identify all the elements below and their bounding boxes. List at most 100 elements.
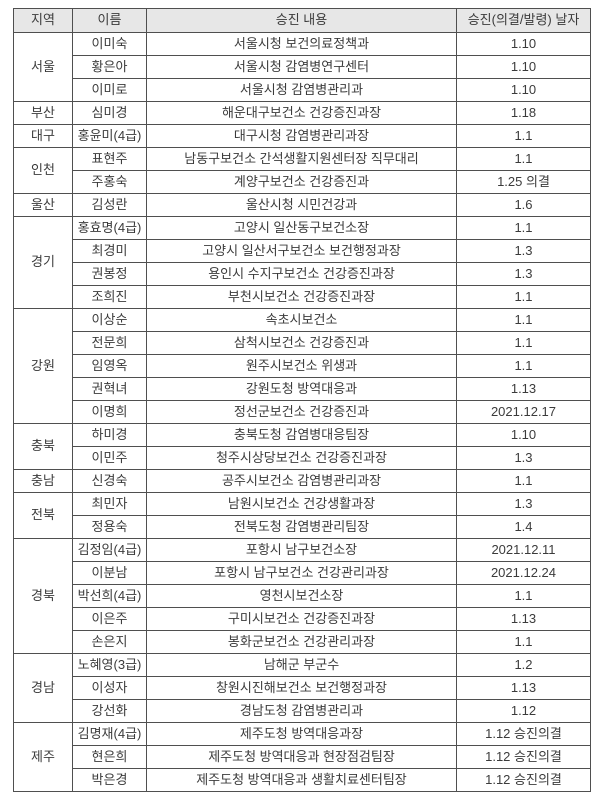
table-row: 부산 심미경 해운대구보건소 건강증진과장 1.18 bbox=[13, 101, 591, 125]
detail-cell: 제주도청 방역대응과 생활치료센터팀장 bbox=[146, 768, 457, 792]
detail-cell: 서울시청 감염병관리과 bbox=[146, 78, 457, 102]
name-cell: 주홍숙 bbox=[72, 170, 147, 194]
detail-cell: 고양시 일산동구보건소장 bbox=[146, 216, 457, 240]
table-row: 이민주 청주시상당보건소 건강증진과장 1.3 bbox=[14, 446, 591, 470]
table-row: 이미로 서울시청 감염병관리과 1.10 bbox=[14, 78, 591, 102]
table-row: 이명희 정선군보건소 건강증진과 2021.12.17 bbox=[14, 400, 591, 424]
col-header-name: 이름 bbox=[72, 8, 147, 33]
date-cell: 1.1 bbox=[456, 331, 591, 355]
name-cell: 최민자 bbox=[72, 492, 147, 516]
date-cell: 1.1 bbox=[456, 216, 591, 240]
table-row: 경남 노혜영(3급) 남해군 부군수 1.2 bbox=[13, 653, 591, 723]
name-cell: 이분남 bbox=[72, 561, 147, 585]
date-cell: 1.10 bbox=[456, 423, 591, 447]
table-row: 인천 표현주 남동구보건소 간석생활지원센터장 직무대리 1.1 bbox=[13, 147, 591, 194]
table-row: 강원 이상순 속초시보건소 1.1 bbox=[13, 308, 591, 424]
detail-cell: 울산시청 시민건강과 bbox=[146, 193, 457, 217]
name-cell: 하미경 bbox=[72, 423, 147, 447]
col-header-date: 승진(의결/발령) 날자 bbox=[456, 8, 591, 33]
date-cell: 1.25 의결 bbox=[456, 170, 591, 194]
date-cell: 1.1 bbox=[456, 584, 591, 608]
name-cell: 전문희 bbox=[72, 331, 147, 355]
date-cell: 1.1 bbox=[456, 308, 591, 332]
detail-cell: 경남도청 감염병관리과 bbox=[146, 699, 457, 723]
date-cell: 1.12 승진의결 bbox=[456, 768, 591, 792]
detail-cell: 남원시보건소 건강생활과장 bbox=[146, 492, 457, 516]
detail-cell: 창원시진해보건소 보건행정과장 bbox=[146, 676, 457, 700]
detail-cell: 포항시 남구보건소 건강관리과장 bbox=[146, 561, 457, 585]
date-cell: 2021.12.17 bbox=[456, 400, 591, 424]
table-row: 박선희(4급) 영천시보건소장 1.1 bbox=[14, 584, 591, 608]
date-cell: 1.12 승진의결 bbox=[456, 745, 591, 769]
name-cell: 권혁녀 bbox=[72, 377, 147, 401]
table-row: 최경미 고양시 일산서구보건소 보건행정과장 1.3 bbox=[14, 239, 591, 263]
table-row: 황은아 서울시청 감염병연구센터 1.10 bbox=[14, 55, 591, 79]
detail-cell: 삼척시보건소 건강증진과 bbox=[146, 331, 457, 355]
table-row: 제주 김명재(4급) 제주도청 방역대응과장 1.12 승진의결 bbox=[13, 722, 591, 792]
region-cell: 인천 bbox=[13, 147, 73, 194]
date-cell: 1.10 bbox=[456, 78, 591, 102]
detail-cell: 대구시청 감염병관리과장 bbox=[146, 124, 457, 148]
table-row: 박은경 제주도청 방역대응과 생활치료센터팀장 1.12 승진의결 bbox=[14, 768, 591, 792]
date-cell: 2021.12.24 bbox=[456, 561, 591, 585]
detail-cell: 정선군보건소 건강증진과 bbox=[146, 400, 457, 424]
table-row: 경기 홍효명(4급) 고양시 일산동구보건소장 1.1 bbox=[13, 216, 591, 309]
date-cell: 1.1 bbox=[456, 630, 591, 654]
table-row: 경북 김정임(4급) 포항시 남구보건소장 2021.12.11 bbox=[13, 538, 591, 654]
name-cell: 임영옥 bbox=[72, 354, 147, 378]
region-cell: 경북 bbox=[13, 538, 73, 654]
table-row: 이은주 구미시보건소 건강증진과장 1.13 bbox=[14, 607, 591, 631]
header-row: 지역 이름 승진 내용 승진(의결/발령) 날자 bbox=[13, 8, 591, 33]
date-cell: 1.3 bbox=[456, 446, 591, 470]
detail-cell: 전북도청 감염병관리팀장 bbox=[146, 515, 457, 539]
table-row: 충남 신경숙 공주시보건소 감염병관리과장 1.1 bbox=[13, 469, 591, 493]
name-cell: 김성란 bbox=[72, 193, 147, 217]
table-row: 손은지 봉화군보건소 건강관리과장 1.1 bbox=[14, 630, 591, 654]
date-cell: 1.12 bbox=[456, 699, 591, 723]
date-cell: 1.12 승진의결 bbox=[456, 722, 591, 746]
region-cell: 울산 bbox=[13, 193, 73, 217]
date-cell: 1.1 bbox=[456, 147, 591, 171]
date-cell: 1.3 bbox=[456, 262, 591, 286]
date-cell: 1.3 bbox=[456, 492, 591, 516]
date-cell: 1.2 bbox=[456, 653, 591, 677]
name-cell: 박은경 bbox=[72, 768, 147, 792]
name-cell: 이민주 bbox=[72, 446, 147, 470]
detail-cell: 포항시 남구보건소장 bbox=[146, 538, 457, 562]
table-row: 충북 하미경 충북도청 감염병대응팀장 1.10 bbox=[13, 423, 591, 470]
region-cell: 서울 bbox=[13, 32, 73, 102]
date-cell: 1.1 bbox=[456, 469, 591, 493]
detail-cell: 원주시보건소 위생과 bbox=[146, 354, 457, 378]
name-cell: 심미경 bbox=[72, 101, 147, 125]
table-row: 전문희 삼척시보건소 건강증진과 1.1 bbox=[14, 331, 591, 355]
region-cell: 경기 bbox=[13, 216, 73, 309]
name-cell: 표현주 bbox=[72, 147, 147, 171]
table-row: 강선화 경남도청 감염병관리과 1.12 bbox=[14, 699, 591, 723]
table-row: 권봉정 용인시 수지구보건소 건강증진과장 1.3 bbox=[14, 262, 591, 286]
name-cell: 이미로 bbox=[72, 78, 147, 102]
detail-cell: 남동구보건소 간석생활지원센터장 직무대리 bbox=[146, 147, 457, 171]
date-cell: 1.18 bbox=[456, 101, 591, 125]
table-row: 조희진 부천시보건소 건강증진과장 1.1 bbox=[14, 285, 591, 309]
date-cell: 1.13 bbox=[456, 377, 591, 401]
name-cell: 최경미 bbox=[72, 239, 147, 263]
detail-cell: 계양구보건소 건강증진과 bbox=[146, 170, 457, 194]
date-cell: 1.1 bbox=[456, 124, 591, 148]
region-cell: 전북 bbox=[13, 492, 73, 539]
table-row: 서울 이미숙 서울시청 보건의료정책과 1.10 bbox=[13, 32, 591, 102]
date-cell: 2021.12.11 bbox=[456, 538, 591, 562]
detail-cell: 서울시청 감염병연구센터 bbox=[146, 55, 457, 79]
name-cell: 손은지 bbox=[72, 630, 147, 654]
detail-cell: 제주도청 방역대응과 현장점검팀장 bbox=[146, 745, 457, 769]
date-cell: 1.1 bbox=[456, 285, 591, 309]
date-cell: 1.3 bbox=[456, 239, 591, 263]
name-cell: 홍효명(4급) bbox=[72, 216, 147, 240]
region-cell: 제주 bbox=[13, 722, 73, 792]
table-row: 주홍숙 계양구보건소 건강증진과 1.25 의결 bbox=[14, 170, 591, 194]
name-cell: 노혜영(3급) bbox=[72, 653, 147, 677]
name-cell: 조희진 bbox=[72, 285, 147, 309]
name-cell: 권봉정 bbox=[72, 262, 147, 286]
date-cell: 1.10 bbox=[456, 32, 591, 56]
name-cell: 김명재(4급) bbox=[72, 722, 147, 746]
